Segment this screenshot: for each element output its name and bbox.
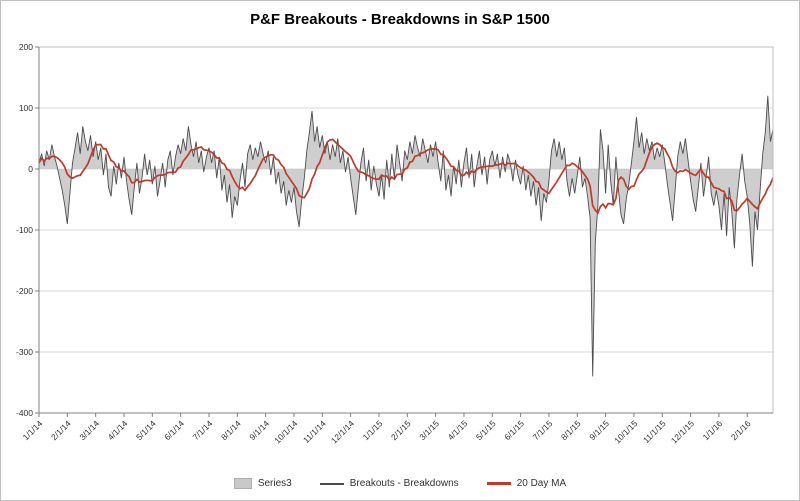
ma-line-swatch-icon — [486, 482, 511, 485]
y-axis-label: 100 — [19, 103, 33, 113]
legend-label-breakouts: Breakouts - Breakdowns — [349, 478, 459, 489]
x-axis-label: 12/1/15 — [669, 418, 696, 445]
x-axis-label: 1/1/15 — [361, 418, 385, 442]
x-axis-label: 7/1/14 — [191, 418, 215, 442]
legend-item-breakouts: Breakouts - Breakdowns — [319, 478, 459, 489]
x-axis-label: 11/1/14 — [301, 418, 328, 445]
ma-20day-line — [38, 138, 774, 215]
x-axis-label: 6/1/15 — [502, 418, 526, 442]
chart-legend: Series3 Breakouts - Breakdowns 20 Day MA — [1, 478, 799, 489]
x-axis-label: 7/1/15 — [531, 418, 555, 442]
y-axis-label: -400 — [16, 408, 33, 418]
legend-label-series3: Series3 — [257, 478, 292, 489]
x-axis-label: 3/1/14 — [77, 418, 101, 442]
chart-title: P&F Breakouts - Breakdowns in S&P 1500 — [250, 11, 550, 28]
x-axis-label: 1/1/16 — [701, 418, 725, 442]
x-axis-label: 9/1/14 — [247, 418, 271, 442]
x-axis-label: 5/1/15 — [474, 418, 498, 442]
x-axis-label: 2/1/14 — [49, 418, 73, 442]
x-axis-label: 2/1/16 — [729, 418, 753, 442]
x-axis-label: 8/1/14 — [219, 418, 243, 442]
x-axis-label: 12/1/14 — [329, 418, 356, 445]
x-axis-label: 11/1/15 — [641, 418, 668, 445]
x-axis-label: 4/1/14 — [106, 418, 130, 442]
y-axis-label: 200 — [19, 42, 33, 52]
breakouts-breakdowns-line — [38, 95, 774, 377]
x-axis-label: 10/1/14 — [272, 418, 299, 445]
y-axis-label: 0 — [28, 164, 33, 174]
y-axis-label: -200 — [16, 286, 33, 296]
legend-item-series3: Series3 — [233, 478, 292, 489]
x-axis-label: 1/1/14 — [21, 418, 45, 442]
x-axis-label: 8/1/15 — [559, 418, 583, 442]
y-axis-label: -300 — [16, 347, 33, 357]
x-axis-label: 2/1/15 — [389, 418, 413, 442]
legend-item-ma: 20 Day MA — [486, 478, 567, 489]
legend-label-ma: 20 Day MA — [516, 478, 567, 489]
series3-area — [39, 95, 773, 377]
x-axis-label: 6/1/14 — [162, 418, 186, 442]
series3-swatch-icon — [233, 478, 252, 489]
breakouts-line-swatch-icon — [319, 482, 344, 485]
x-axis-label: 4/1/15 — [446, 418, 470, 442]
x-axis-label: 3/1/15 — [417, 418, 441, 442]
y-axis-label: -100 — [16, 225, 33, 235]
x-axis-label: 10/1/15 — [612, 418, 639, 445]
x-axis-label: 5/1/14 — [134, 418, 158, 442]
x-axis-label: 9/1/15 — [587, 418, 611, 442]
